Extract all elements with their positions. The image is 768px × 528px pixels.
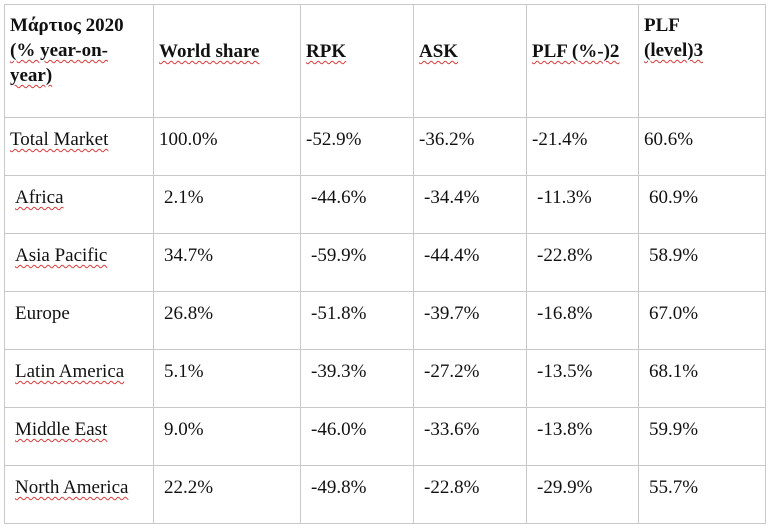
cell-plf-change: -13.8% (526, 407, 639, 466)
header-cell-rpk: RPK (300, 4, 414, 118)
table-row: Africa 2.1% -44.6% -34.4% -11.3% 60.9% (4, 175, 766, 234)
traffic-table: Μάρτιος 2020 (% year-on- year) World sha… (4, 4, 766, 524)
region-label: Asia Pacific (15, 245, 108, 266)
table-row-total: Total Market 100.0% -52.9% -36.2% -21.4%… (4, 117, 766, 176)
table-row: North America 22.2% -49.8% -22.8% -29.9%… (4, 465, 766, 524)
cell-ask: -27.2% (413, 349, 527, 408)
table-row: Europe 26.8% -51.8% -39.7% -16.8% 67.0% (4, 291, 766, 350)
header-row: Μάρτιος 2020 (% year-on- year) World sha… (4, 4, 766, 118)
cell-region: Middle East (4, 407, 154, 466)
region-label: North America (15, 477, 129, 498)
header-cell-plf-change: PLF (%-)2 (526, 4, 639, 118)
header-rpk: RPK (306, 41, 347, 62)
region-label: Middle East (15, 419, 108, 440)
cell-plf-level: 55.7% (638, 465, 766, 524)
cell-ask: -34.4% (413, 175, 527, 234)
cell-world-share: 100.0% (153, 117, 301, 176)
cell-world-share: 22.2% (153, 465, 301, 524)
cell-ask: -33.6% (413, 407, 527, 466)
cell-plf-level: 68.1% (638, 349, 766, 408)
table-row: Asia Pacific 34.7% -59.9% -44.4% -22.8% … (4, 233, 766, 292)
cell-plf-level: 67.0% (638, 291, 766, 350)
region-label: Africa (15, 187, 64, 208)
region-label: Latin America (15, 361, 125, 382)
cell-region: Latin America (4, 349, 154, 408)
cell-world-share: 34.7% (153, 233, 301, 292)
header-period-line-2: (% year-on- (10, 40, 108, 61)
cell-rpk: -59.9% (300, 233, 414, 292)
cell-rpk: -46.0% (300, 407, 414, 466)
cell-plf-level: 59.9% (638, 407, 766, 466)
cell-region: Asia Pacific (4, 233, 154, 292)
header-plf-level-line-2: (level)3 (644, 40, 704, 61)
region-label: Europe (15, 303, 70, 324)
header-ask: ASK (419, 41, 459, 62)
cell-plf-change: -21.4% (526, 117, 639, 176)
cell-rpk: -51.8% (300, 291, 414, 350)
cell-rpk: -39.3% (300, 349, 414, 408)
cell-plf-change: -11.3% (526, 175, 639, 234)
cell-plf-change: -13.5% (526, 349, 639, 408)
cell-region: Total Market (4, 117, 154, 176)
table-row: Latin America 5.1% -39.3% -27.2% -13.5% … (4, 349, 766, 408)
cell-ask: -39.7% (413, 291, 527, 350)
cell-ask: -44.4% (413, 233, 527, 292)
cell-plf-change: -29.9% (526, 465, 639, 524)
cell-plf-level: 58.9% (638, 233, 766, 292)
cell-region: Europe (4, 291, 154, 350)
document-page: Μάρτιος 2020 (% year-on- year) World sha… (4, 4, 766, 524)
table-row: Middle East 9.0% -46.0% -33.6% -13.8% 59… (4, 407, 766, 466)
cell-region: North America (4, 465, 154, 524)
header-plf-change: PLF (%-)2 (532, 41, 620, 62)
cell-plf-level: 60.9% (638, 175, 766, 234)
region-label: Total Market (10, 129, 109, 150)
cell-plf-level: 60.6% (638, 117, 766, 176)
cell-ask: -22.8% (413, 465, 527, 524)
cell-world-share: 9.0% (153, 407, 301, 466)
cell-region: Africa (4, 175, 154, 234)
header-world-share: World share (159, 41, 260, 62)
cell-plf-change: -16.8% (526, 291, 639, 350)
header-plf-level-line-1: PLF (644, 15, 680, 36)
cell-rpk: -49.8% (300, 465, 414, 524)
cell-rpk: -52.9% (300, 117, 414, 176)
header-cell-ask: ASK (413, 4, 527, 118)
header-period-line-3: year) (10, 65, 53, 86)
cell-world-share: 2.1% (153, 175, 301, 234)
cell-plf-change: -22.8% (526, 233, 639, 292)
header-cell-plf-level: PLF (level)3 (638, 4, 766, 118)
header-period-line-1: Μάρτιος 2020 (10, 15, 124, 36)
cell-ask: -36.2% (413, 117, 527, 176)
header-cell-period: Μάρτιος 2020 (% year-on- year) (4, 4, 154, 118)
cell-rpk: -44.6% (300, 175, 414, 234)
header-cell-world-share: World share (153, 4, 301, 118)
cell-world-share: 26.8% (153, 291, 301, 350)
cell-world-share: 5.1% (153, 349, 301, 408)
